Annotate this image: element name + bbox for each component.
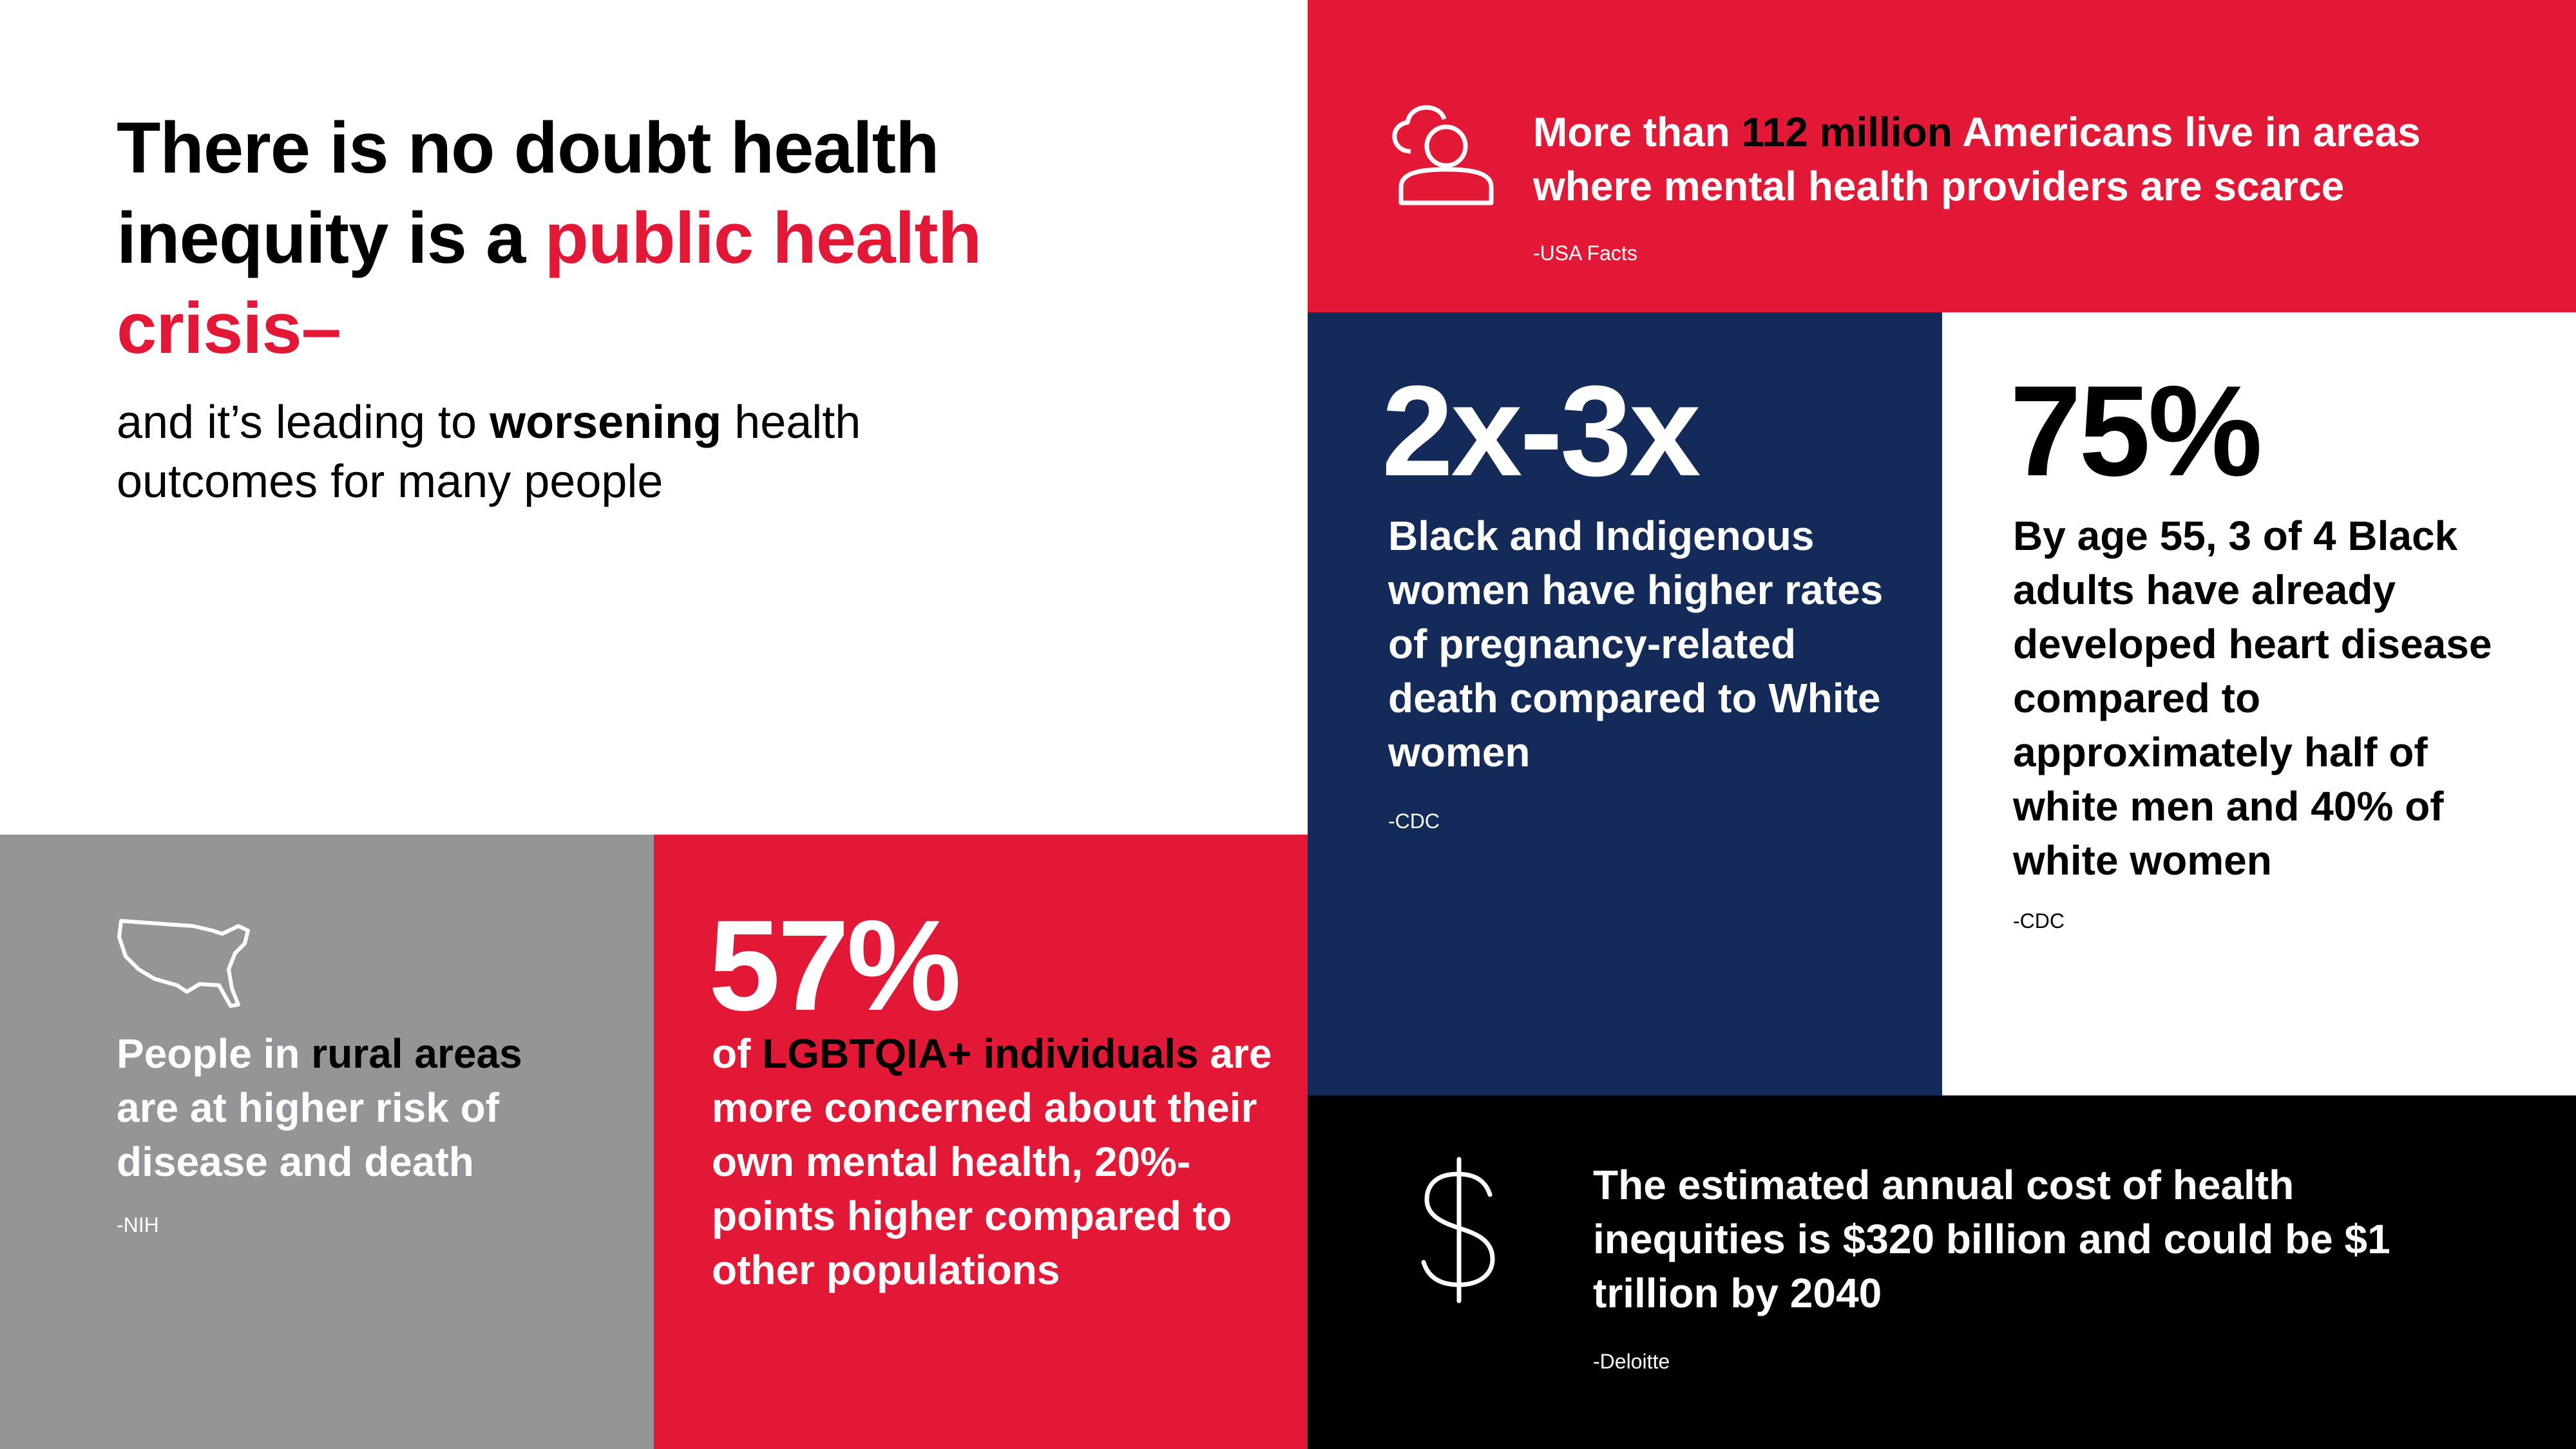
card-emphasis: 112 million <box>1741 109 1952 155</box>
panel-red-top <box>1308 0 2576 312</box>
card-text: People in rural areas are at higher risk… <box>117 1027 580 1189</box>
card-stat: 57% <box>709 894 961 1037</box>
card-text-part: of <box>712 1030 763 1077</box>
card-text: More than 112 million Americans live in … <box>1533 105 2499 213</box>
subhead-emphasis: worsening <box>490 397 722 448</box>
card-text-part: Americans live in areas where mental hea… <box>1533 109 2421 209</box>
headline: There is no doubt health inequity is a p… <box>117 103 1031 374</box>
panel-gray <box>0 835 654 1449</box>
card-text: The estimated annual cost of health ineq… <box>1593 1162 2390 1316</box>
panel-black <box>1308 1095 2576 1449</box>
card-text-part: People in <box>117 1030 312 1077</box>
card-source: -CDC <box>2013 909 2065 933</box>
subhead-text: and it’s leading to <box>117 397 490 448</box>
subhead-text: health outcomes for many people <box>117 397 861 507</box>
card-text: Black and Indigenous women have higher r… <box>1388 513 1884 775</box>
icon-person-cloud <box>1392 105 1494 205</box>
card-source: -NIH <box>117 1213 159 1236</box>
card-stat: 2x-3x <box>1382 359 1701 503</box>
card-text-part: are at higher risk of disease and death <box>117 1084 499 1185</box>
icon-us-map <box>117 919 250 1008</box>
card-text: of LGBTQIA+ individuals are more concern… <box>712 1027 1279 1297</box>
card-text: By age 55, 3 of 4 Black adults have alre… <box>2013 513 2492 884</box>
card-text-part: More than <box>1533 109 1742 155</box>
panel-navy <box>1308 312 1942 1095</box>
headline-highlight: public health crisis– <box>117 198 982 368</box>
card-source: -CDC <box>1388 810 1440 833</box>
card-text-part: are more concerned about their own menta… <box>712 1030 1272 1293</box>
card-source: -USA Facts <box>1533 242 1637 265</box>
card-stat: 75% <box>2010 359 2262 503</box>
icon-dollar <box>1421 1157 1495 1303</box>
panel-red-bottom <box>654 835 1308 1449</box>
headline-lead: There is no doubt health inequity is a <box>117 108 939 278</box>
card-source: -Deloitte <box>1593 1350 1670 1373</box>
card-emphasis: rural areas <box>311 1030 522 1077</box>
subhead: and it’s leading to worsening health out… <box>117 393 967 511</box>
card-emphasis: LGBTQIA+ individuals <box>762 1030 1199 1077</box>
